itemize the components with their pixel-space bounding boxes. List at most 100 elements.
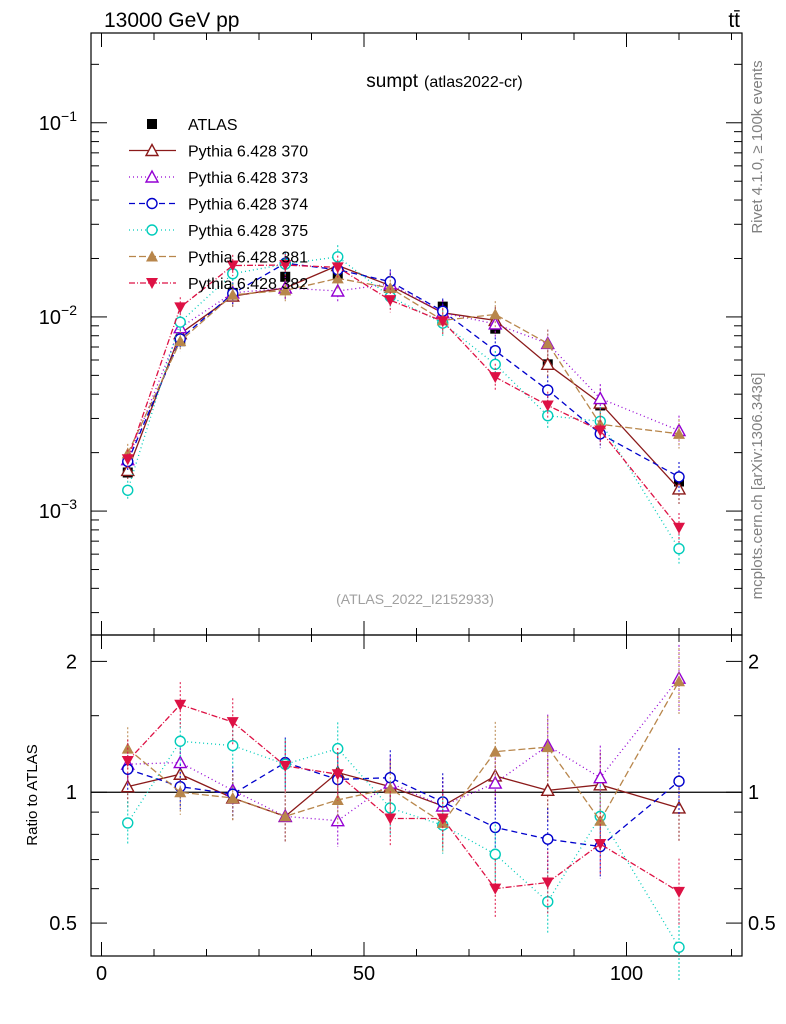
- ratio-y-tick-label-right: 2: [748, 651, 759, 673]
- ratio-plot-frame: [90, 634, 743, 957]
- ratio-pythia-6-428-381-point: [226, 791, 239, 803]
- ratio-pythia-6-428-373-line: [127, 677, 680, 822]
- x-tick-label: 100: [610, 963, 643, 985]
- main-pythia-6-428-381-point: [673, 427, 685, 439]
- ratio-pythia-6-428-381-series: [121, 648, 685, 853]
- main-pythia-6-428-370-point: [540, 356, 555, 371]
- ratio-pythia-6-428-375-point: [673, 941, 685, 953]
- legend-label: Pythia 6.428 381: [188, 250, 308, 267]
- legend-label: Pythia 6.428 373: [188, 170, 308, 187]
- ratio-pythia-6-428-382-point: [121, 755, 134, 767]
- ratio-pythia-6-428-374-point: [542, 833, 554, 845]
- ratio-pythia-6-428-373-point: [488, 775, 503, 789]
- ratio-pythia-6-428-382-point: [331, 769, 344, 781]
- ratio-pythia-6-428-382-point: [673, 886, 685, 898]
- process-label: tt̄: [728, 9, 740, 32]
- main-pythia-6-428-374-point: [542, 384, 554, 396]
- ratio-pythia-6-428-381-point: [541, 741, 554, 753]
- ratio-pythia-6-428-375-point: [489, 848, 501, 860]
- ratio-y-tick-label: 0.5: [49, 913, 77, 935]
- ratio-y-tick-label: 2: [66, 651, 77, 673]
- ratio-pythia-6-428-375-point: [174, 735, 186, 747]
- legend-marker: [144, 169, 160, 183]
- ratio-pythia-6-428-381-point: [673, 675, 685, 687]
- main-pythia-6-428-381-point: [489, 308, 502, 320]
- main-pythia-6-428-382-point: [279, 260, 292, 272]
- ratio-pythia-6-428-382-point: [436, 813, 449, 825]
- legend-marker: [147, 119, 157, 129]
- ratio-pythia-6-428-382-point: [541, 877, 554, 889]
- legend: ATLAS Pythia 6.428 370 Pythia 6.428 373 Pyt…: [129, 117, 308, 293]
- ratio-pythia-6-428-381-point: [174, 786, 187, 798]
- main-pythia-6-428-374-point: [673, 471, 685, 483]
- ratio-pythia-6-428-382-point: [489, 883, 502, 895]
- legend-marker: [144, 143, 160, 157]
- ratio-pythia-6-428-382-point: [594, 839, 607, 851]
- main-pythia-6-428-381-point: [541, 337, 554, 349]
- x-tick-label: 0: [96, 963, 107, 985]
- main-pythia-6-428-382-point: [673, 522, 685, 534]
- main-pythia-6-428-382-point: [226, 260, 239, 272]
- ratio-pythia-6-428-370-point: [671, 800, 687, 814]
- legend-label: Pythia 6.428 370: [188, 144, 308, 161]
- ratio-pythia-6-428-382-point: [174, 699, 187, 711]
- main-pythia-6-428-382-point: [541, 400, 554, 412]
- plot-title: sumpt: [366, 71, 418, 92]
- main-y-tick-label: 10−2: [39, 302, 77, 329]
- ratio-pythia-6-428-382-point: [279, 760, 292, 772]
- main-atlas-series: [122, 269, 684, 487]
- ratio-pythia-6-428-374-point: [673, 775, 685, 787]
- ratio-y-tick-label-right: 1: [748, 782, 759, 804]
- ratio-pythia-6-428-381-line: [127, 680, 680, 824]
- main-pythia-6-428-382-point: [121, 454, 134, 466]
- ratio-pythia-6-428-375-point: [122, 817, 134, 829]
- ratio-y-tick-label: 1: [66, 782, 77, 804]
- main-pythia-6-428-373-point: [593, 391, 608, 405]
- main-pythia-6-428-381-point: [226, 288, 239, 300]
- main-pythia-6-428-375-point: [122, 484, 134, 496]
- ratio-pythia-6-428-373-point: [593, 770, 608, 784]
- main-pythia-6-428-373-line: [127, 283, 680, 460]
- ratio-pythia-6-428-375-point: [227, 739, 239, 752]
- ratio-pythia-6-428-374-line: [127, 761, 680, 848]
- legend-marker: [146, 278, 158, 289]
- x-tick-label: 50: [353, 963, 375, 985]
- ratio-y-axis-label: Ratio to ATLAS: [24, 744, 41, 845]
- main-atlas-point: [280, 271, 291, 282]
- main-pythia-6-428-370-point: [671, 481, 687, 495]
- main-pythia-6-428-382-line: [127, 264, 680, 529]
- main-pythia-6-428-382-point: [594, 425, 607, 437]
- main-pythia-6-428-381-point: [331, 272, 344, 284]
- ratio-pythia-6-428-373-point: [173, 755, 188, 769]
- main-pythia-6-428-382-point: [436, 316, 449, 328]
- ratio-pythia-6-428-375-line: [127, 740, 680, 948]
- ratio-pythia-6-428-381-point: [384, 782, 397, 794]
- legend-label: Pythia 6.428 382: [188, 276, 308, 293]
- main-y-tick-label: 10−1: [39, 108, 77, 135]
- main-pythia-6-428-382-series: [121, 253, 685, 543]
- main-pythia-6-428-370-line: [127, 264, 680, 490]
- main-pythia-6-428-381-point: [384, 281, 397, 293]
- main-pythia-6-428-382-point: [489, 372, 502, 384]
- plot-subtitle: (atlas2022-cr): [424, 74, 523, 91]
- main-pythia-6-428-373-point: [488, 316, 503, 330]
- main-pythia-6-428-382-point: [331, 262, 344, 274]
- main-pythia-6-428-375-line: [127, 256, 680, 550]
- ratio-pythia-6-428-370-point: [120, 779, 135, 793]
- ratio-pythia-6-428-370-point: [540, 782, 555, 797]
- ratio-pythia-6-428-373-point: [330, 813, 345, 827]
- rivet-version-label: Rivet 4.1.0, ≥ 100k events: [749, 60, 766, 233]
- ratio-y-tick-label-right: 0.5: [748, 913, 776, 935]
- analysis-watermark: (ATLAS_2022_I2152933): [336, 591, 494, 607]
- energy-label: 13000 GeV pp: [104, 9, 239, 32]
- ratio-pythia-6-428-382-point: [384, 813, 397, 825]
- ratio-pythia-6-428-381-point: [279, 810, 292, 822]
- ratio-pythia-6-428-382-point: [226, 717, 239, 729]
- ratio-pythia-6-428-381-point: [489, 745, 502, 757]
- main-pythia-6-428-381-point: [279, 284, 292, 296]
- main-pythia-6-428-374-point: [489, 344, 501, 357]
- main-pythia-6-428-382-point: [384, 295, 397, 307]
- ratio-pythia-6-428-382-series: [121, 682, 685, 926]
- legend-label: Pythia 6.428 374: [188, 197, 308, 214]
